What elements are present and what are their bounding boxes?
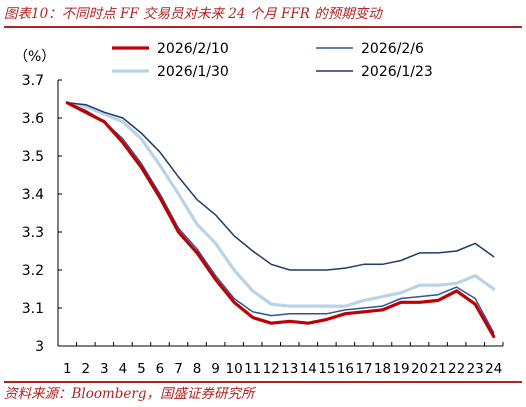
legend: 2026/2/10 2026/2/6 2026/1/30 2026/1/23 [112,41,433,80]
x-tick-label: 5 [137,361,146,377]
y-axis-unit-label: （%） [14,49,55,65]
legend-label-1: 2026/2/6 [361,41,424,57]
y-tick-labels: 3 3.1 3.2 3.3 3.4 3.5 3.6 3.7 [22,73,62,355]
x-tick-label: 7 [174,361,183,377]
x-tick-labels: 1 2 3 4 5 6 7 8 9 10 11 12 13 14 15 16 17 18 19 20 21 22 23 24 [57,342,504,377]
x-tick-label: 6 [156,361,165,377]
y-tick-label: 3.3 [22,225,44,241]
x-tick-label: 10 [226,361,243,377]
chart-title: 图表10：不同时点 FF 交易员对未来 24 个月 FFR 的预期变动 [4,4,522,28]
x-tick-label: 2 [82,361,91,377]
x-tick-label: 12 [263,361,280,377]
x-tick-label: 11 [244,361,261,377]
x-tick-label: 16 [337,361,354,377]
legend-label-3: 2026/1/23 [361,64,433,80]
x-tick-label: 3 [100,361,109,377]
x-tick-label: 1 [63,361,72,377]
x-tick-label: 19 [392,361,409,377]
x-tick-label: 18 [374,361,391,377]
y-tick-label: 3.4 [22,187,44,203]
series-line-0 [65,101,496,339]
y-tick-label: 3.2 [22,263,44,279]
y-tick-label: 3.6 [22,111,44,127]
x-tick-label: 9 [211,361,220,377]
series-line-3 [66,102,495,271]
series-lines [65,101,496,339]
series-line-2 [65,101,496,308]
x-tick-label: 24 [485,361,502,377]
x-tick-label: 20 [411,361,428,377]
x-tick-label: 13 [281,361,298,377]
x-tick-label: 15 [318,361,335,377]
y-tick-label: 3.7 [22,73,44,89]
legend-label-2: 2026/1/30 [157,64,229,80]
y-tick-label: 3.5 [22,149,44,165]
source-note: 资料来源：Bloomberg，国盛证券研究所 [4,381,522,405]
y-tick-label: 3.1 [22,301,44,317]
x-tick-label: 4 [119,361,128,377]
y-tick-label: 3 [35,339,44,355]
series-line-1 [66,102,495,334]
legend-label-0: 2026/2/10 [157,41,229,57]
x-tick-label: 23 [467,361,484,377]
x-tick-label: 21 [430,361,447,377]
x-tick-label: 14 [300,361,317,377]
x-tick-label: 22 [448,361,465,377]
x-tick-label: 8 [193,361,202,377]
x-tick-label: 17 [355,361,372,377]
